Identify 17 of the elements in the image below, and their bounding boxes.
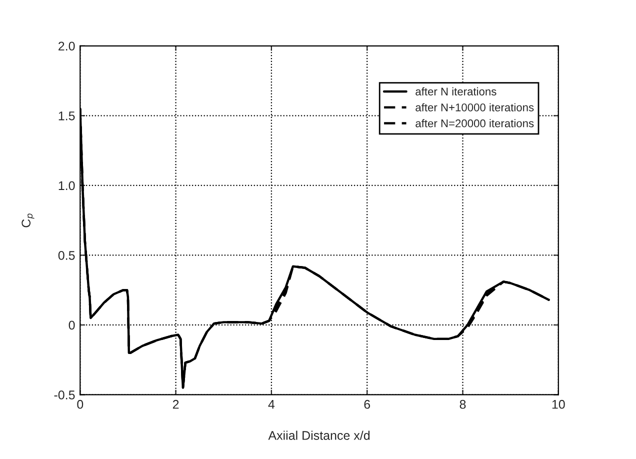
x-axis-title: Axiial Distance x/d xyxy=(268,430,370,440)
y-tick-label: 1.0 xyxy=(58,181,75,190)
y-tick-label: -0.5 xyxy=(54,390,75,400)
x-tick-label: 2 xyxy=(172,400,179,409)
x-tick-label: 0 xyxy=(77,400,84,409)
y-tick-label: 0 xyxy=(68,320,75,330)
y-tick-label: 1.5 xyxy=(58,112,75,120)
x-tick-label: 4 xyxy=(268,400,275,409)
legend-label: after N=20000 iterations xyxy=(416,119,534,128)
y-tick-label: 2.0 xyxy=(58,42,75,51)
y-axis-title: C$_{p}$ xyxy=(22,214,34,228)
legend-label: after N iterations xyxy=(416,87,496,96)
x-tick-label: 6 xyxy=(364,400,370,409)
x-tick-label: 8 xyxy=(460,400,466,409)
y-tick-label: 0.5 xyxy=(58,251,75,260)
legend-label: after N+10000 iterations xyxy=(416,103,534,112)
x-tick-label: 10 xyxy=(552,400,565,409)
